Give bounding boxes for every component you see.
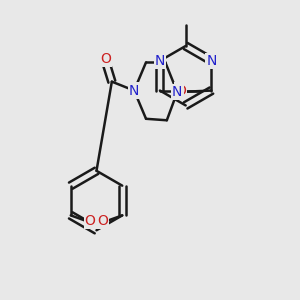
Text: O: O <box>100 52 111 66</box>
Text: N: N <box>129 84 139 98</box>
Text: O: O <box>85 214 95 228</box>
Text: O: O <box>98 214 108 228</box>
Text: N: N <box>155 54 165 68</box>
Text: N: N <box>206 54 217 68</box>
Text: O: O <box>175 84 186 98</box>
Text: N: N <box>172 85 182 99</box>
